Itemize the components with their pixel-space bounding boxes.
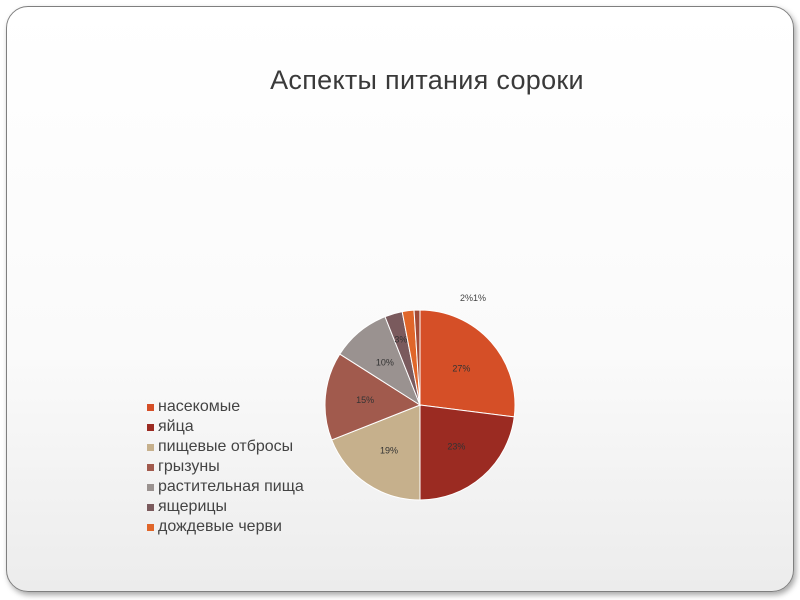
pie-chart: 27% 23% 19% 15% 10% 3% 2%1%: [324, 293, 516, 501]
pie-slice: [413, 309, 421, 406]
slice-label: 3%: [394, 334, 407, 344]
pie-slice: [324, 353, 422, 441]
legend-swatch: [147, 443, 154, 451]
legend-item: дождевые черви: [147, 517, 337, 535]
legend-item: пищевые отбросы: [147, 437, 337, 457]
pie-slice: [419, 309, 516, 418]
legend-label: ящерицы: [158, 498, 228, 515]
slice-label: 15%: [356, 395, 374, 405]
legend-swatch: [147, 483, 154, 491]
legend-label: яйца: [158, 418, 194, 435]
legend-item: насекомые: [147, 397, 337, 417]
slice-label: 23%: [447, 441, 465, 451]
legend-label: пищевые отбросы: [158, 438, 294, 455]
legend-item: яйца: [147, 417, 337, 437]
chart-title: Аспекты питания сороки: [270, 65, 584, 95]
legend-label: дождевые черви: [158, 518, 282, 535]
small-slices-label: 2%1%: [460, 293, 486, 303]
legend-swatch: [147, 403, 154, 411]
legend-item: грызуны: [147, 457, 337, 477]
legend-item: ящерицы: [147, 497, 337, 517]
legend-item: растительная пища: [147, 477, 337, 497]
slide: Аспекты питания сороки 27% 23% 19% 15% 10% 3%…: [6, 6, 794, 592]
slice-label: 27%: [452, 364, 470, 374]
legend-swatch: [147, 503, 154, 511]
legend-swatch: [147, 463, 154, 471]
pie-slice: [331, 404, 421, 501]
slice-label: 19%: [380, 446, 398, 456]
legend-label: грызуны: [158, 458, 220, 475]
legend-label: растительная пища: [158, 478, 304, 495]
legend: насекомые яйца пищевые отбросы грызуны расти…: [147, 397, 337, 535]
pie-slice: [419, 404, 515, 501]
slice-label: 10%: [376, 358, 394, 368]
legend-swatch: [147, 523, 154, 531]
legend-swatch: [147, 423, 154, 431]
legend-label: насекомые: [158, 398, 241, 415]
